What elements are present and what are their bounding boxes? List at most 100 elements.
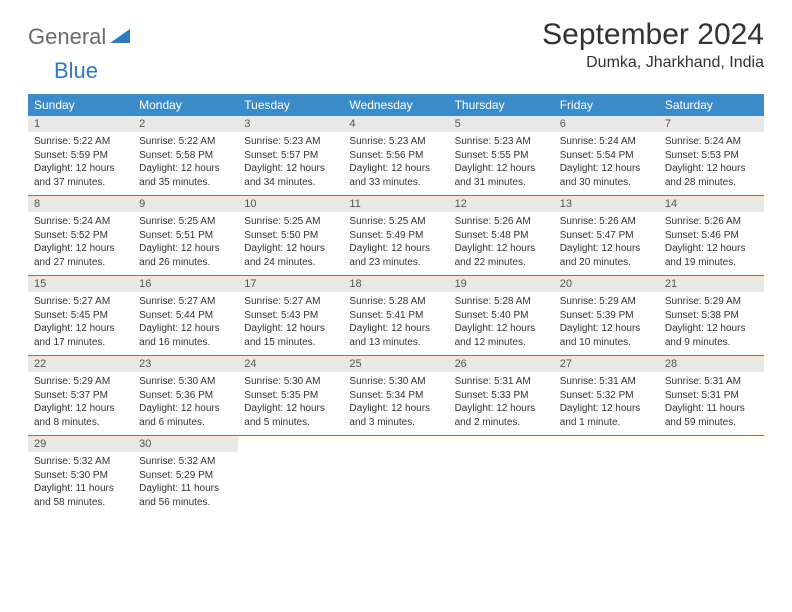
daylight-line2: and 16 minutes. [139, 336, 232, 350]
sunrise-text: Sunrise: 5:23 AM [349, 135, 442, 149]
day-number: 22 [28, 356, 133, 372]
day-number: 26 [449, 356, 554, 372]
daylight-line2: and 17 minutes. [34, 336, 127, 350]
day-cell: 22Sunrise: 5:29 AMSunset: 5:37 PMDayligh… [28, 356, 133, 435]
day-body: Sunrise: 5:28 AMSunset: 5:40 PMDaylight:… [449, 292, 554, 355]
sunset-text: Sunset: 5:38 PM [665, 309, 758, 323]
day-number: 15 [28, 276, 133, 292]
daylight-line2: and 23 minutes. [349, 256, 442, 270]
sunrise-text: Sunrise: 5:27 AM [34, 295, 127, 309]
sunrise-text: Sunrise: 5:31 AM [560, 375, 653, 389]
daylight-line1: Daylight: 11 hours [665, 402, 758, 416]
day-cell: 9Sunrise: 5:25 AMSunset: 5:51 PMDaylight… [133, 196, 238, 275]
daylight-line1: Daylight: 12 hours [560, 242, 653, 256]
daylight-line2: and 56 minutes. [139, 496, 232, 510]
dow-header-row: Sunday Monday Tuesday Wednesday Thursday… [28, 94, 764, 116]
day-body: Sunrise: 5:25 AMSunset: 5:49 PMDaylight:… [343, 212, 448, 275]
daylight-line1: Daylight: 11 hours [139, 482, 232, 496]
daylight-line1: Daylight: 12 hours [349, 322, 442, 336]
daylight-line1: Daylight: 11 hours [34, 482, 127, 496]
daylight-line1: Daylight: 12 hours [139, 322, 232, 336]
dow-thursday: Thursday [449, 94, 554, 116]
day-number: 29 [28, 436, 133, 452]
day-cell: 3Sunrise: 5:23 AMSunset: 5:57 PMDaylight… [238, 116, 343, 195]
day-number: 21 [659, 276, 764, 292]
day-body: Sunrise: 5:31 AMSunset: 5:31 PMDaylight:… [659, 372, 764, 435]
day-cell: 17Sunrise: 5:27 AMSunset: 5:43 PMDayligh… [238, 276, 343, 355]
day-body: Sunrise: 5:29 AMSunset: 5:37 PMDaylight:… [28, 372, 133, 435]
daylight-line2: and 58 minutes. [34, 496, 127, 510]
day-cell: 26Sunrise: 5:31 AMSunset: 5:33 PMDayligh… [449, 356, 554, 435]
dow-saturday: Saturday [659, 94, 764, 116]
daylight-line1: Daylight: 12 hours [665, 322, 758, 336]
sunset-text: Sunset: 5:45 PM [34, 309, 127, 323]
daylight-line1: Daylight: 12 hours [139, 402, 232, 416]
daylight-line2: and 33 minutes. [349, 176, 442, 190]
sunrise-text: Sunrise: 5:23 AM [455, 135, 548, 149]
sunrise-text: Sunrise: 5:22 AM [34, 135, 127, 149]
daylight-line2: and 10 minutes. [560, 336, 653, 350]
day-body: Sunrise: 5:27 AMSunset: 5:43 PMDaylight:… [238, 292, 343, 355]
daylight-line1: Daylight: 12 hours [244, 242, 337, 256]
sunset-text: Sunset: 5:50 PM [244, 229, 337, 243]
day-cell: 27Sunrise: 5:31 AMSunset: 5:32 PMDayligh… [554, 356, 659, 435]
sunrise-text: Sunrise: 5:25 AM [244, 215, 337, 229]
sunset-text: Sunset: 5:47 PM [560, 229, 653, 243]
day-body: Sunrise: 5:26 AMSunset: 5:46 PMDaylight:… [659, 212, 764, 275]
day-number: 13 [554, 196, 659, 212]
day-body: Sunrise: 5:30 AMSunset: 5:36 PMDaylight:… [133, 372, 238, 435]
week-row: 29Sunrise: 5:32 AMSunset: 5:30 PMDayligh… [28, 436, 764, 515]
logo-text-blue: Blue [54, 58, 98, 83]
daylight-line1: Daylight: 12 hours [244, 162, 337, 176]
dow-sunday: Sunday [28, 94, 133, 116]
sunset-text: Sunset: 5:58 PM [139, 149, 232, 163]
day-cell: 19Sunrise: 5:28 AMSunset: 5:40 PMDayligh… [449, 276, 554, 355]
day-body: Sunrise: 5:25 AMSunset: 5:51 PMDaylight:… [133, 212, 238, 275]
daylight-line2: and 37 minutes. [34, 176, 127, 190]
sunrise-text: Sunrise: 5:31 AM [455, 375, 548, 389]
day-cell: 16Sunrise: 5:27 AMSunset: 5:44 PMDayligh… [133, 276, 238, 355]
daylight-line1: Daylight: 12 hours [244, 402, 337, 416]
day-body: Sunrise: 5:29 AMSunset: 5:39 PMDaylight:… [554, 292, 659, 355]
day-number: 24 [238, 356, 343, 372]
sunrise-text: Sunrise: 5:24 AM [665, 135, 758, 149]
sunset-text: Sunset: 5:52 PM [34, 229, 127, 243]
daylight-line1: Daylight: 12 hours [34, 322, 127, 336]
day-body: Sunrise: 5:26 AMSunset: 5:48 PMDaylight:… [449, 212, 554, 275]
sunrise-text: Sunrise: 5:32 AM [139, 455, 232, 469]
sunrise-text: Sunrise: 5:27 AM [244, 295, 337, 309]
day-number: 16 [133, 276, 238, 292]
day-body: Sunrise: 5:24 AMSunset: 5:54 PMDaylight:… [554, 132, 659, 195]
sunrise-text: Sunrise: 5:30 AM [349, 375, 442, 389]
daylight-line1: Daylight: 12 hours [34, 242, 127, 256]
sunrise-text: Sunrise: 5:28 AM [349, 295, 442, 309]
daylight-line2: and 28 minutes. [665, 176, 758, 190]
day-cell: 18Sunrise: 5:28 AMSunset: 5:41 PMDayligh… [343, 276, 448, 355]
day-number: 25 [343, 356, 448, 372]
sunrise-text: Sunrise: 5:25 AM [349, 215, 442, 229]
daylight-line2: and 19 minutes. [665, 256, 758, 270]
day-body: Sunrise: 5:23 AMSunset: 5:56 PMDaylight:… [343, 132, 448, 195]
day-number: 11 [343, 196, 448, 212]
day-body: Sunrise: 5:29 AMSunset: 5:38 PMDaylight:… [659, 292, 764, 355]
day-number: 20 [554, 276, 659, 292]
day-body: Sunrise: 5:32 AMSunset: 5:30 PMDaylight:… [28, 452, 133, 515]
daylight-line1: Daylight: 12 hours [455, 322, 548, 336]
sunset-text: Sunset: 5:48 PM [455, 229, 548, 243]
daylight-line1: Daylight: 12 hours [665, 242, 758, 256]
daylight-line1: Daylight: 12 hours [455, 402, 548, 416]
sunset-text: Sunset: 5:40 PM [455, 309, 548, 323]
day-number: 8 [28, 196, 133, 212]
day-number: 4 [343, 116, 448, 132]
sunrise-text: Sunrise: 5:30 AM [139, 375, 232, 389]
daylight-line1: Daylight: 12 hours [455, 162, 548, 176]
sunset-text: Sunset: 5:56 PM [349, 149, 442, 163]
day-body: Sunrise: 5:24 AMSunset: 5:53 PMDaylight:… [659, 132, 764, 195]
sunrise-text: Sunrise: 5:24 AM [560, 135, 653, 149]
empty-cell [659, 436, 764, 515]
sunset-text: Sunset: 5:53 PM [665, 149, 758, 163]
daylight-line1: Daylight: 12 hours [665, 162, 758, 176]
daylight-line2: and 27 minutes. [34, 256, 127, 270]
sunset-text: Sunset: 5:43 PM [244, 309, 337, 323]
daylight-line1: Daylight: 12 hours [34, 402, 127, 416]
